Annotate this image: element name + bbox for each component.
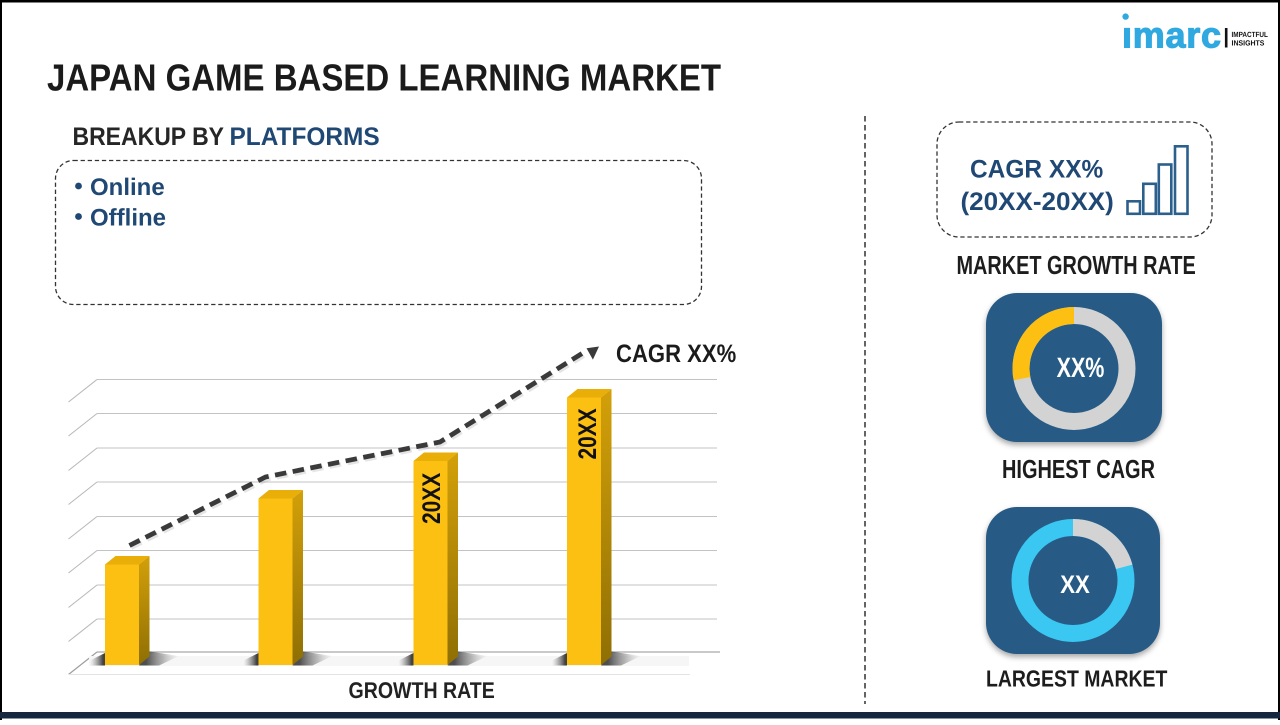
svg-text:LARGEST MARKET: LARGEST MARKET — [986, 666, 1167, 692]
svg-text:XX: XX — [1060, 571, 1090, 599]
svg-text:CAGR XX%: CAGR XX% — [616, 340, 736, 368]
svg-text:PLATFORMS: PLATFORMS — [230, 123, 380, 151]
svg-text:ımarc: ımarc — [1122, 15, 1221, 56]
svg-text:(20XX-20XX): (20XX-20XX) — [961, 188, 1114, 216]
svg-text:IMPACTFUL: IMPACTFUL — [1232, 30, 1269, 39]
svg-text:JAPAN GAME BASED LEARNING MARK: JAPAN GAME BASED LEARNING MARKET — [47, 58, 721, 100]
svg-text:MARKET GROWTH RATE: MARKET GROWTH RATE — [957, 250, 1196, 280]
svg-text:Offline: Offline — [90, 205, 166, 232]
svg-text:GROWTH RATE: GROWTH RATE — [349, 677, 495, 703]
svg-text:INSIGHTS: INSIGHTS — [1232, 39, 1265, 48]
svg-text:CAGR XX%: CAGR XX% — [970, 156, 1103, 184]
svg-text:20XX: 20XX — [574, 408, 602, 459]
svg-text:HIGHEST CAGR: HIGHEST CAGR — [1002, 454, 1155, 484]
svg-text:20XX: 20XX — [418, 473, 446, 524]
svg-text:BREAKUP BY: BREAKUP BY — [73, 123, 224, 151]
svg-text:XX%: XX% — [1057, 352, 1105, 383]
svg-text:Online: Online — [90, 174, 165, 201]
